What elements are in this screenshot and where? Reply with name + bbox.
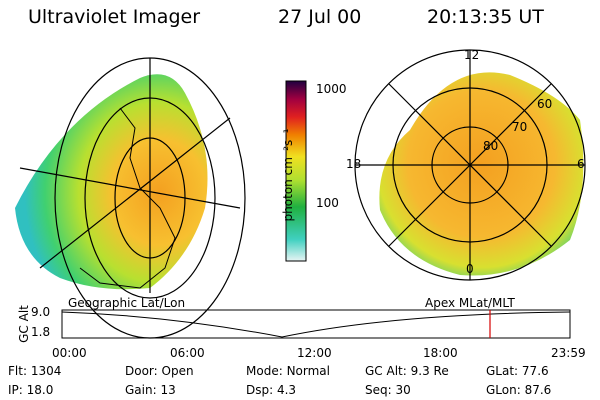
instrument-title: Ultraviolet Imager [28,6,201,28]
colorbar-tick-1000: 1000 [316,82,347,96]
observation-date: 27 Jul 00 [278,6,362,28]
mlat-label-80: 80 [483,139,499,153]
altitude-track-plot [61,309,571,339]
colorbar-tick-100: 100 [316,196,339,210]
geographic-title: Geographic Lat/Lon [68,296,186,310]
colorbar-unit-label: photon cm⁻²s⁻¹ [281,128,295,222]
mlat-label-60: 60 [537,97,553,111]
dsp-info: Dsp: 4.3 [246,383,297,397]
door-info: Door: Open [125,364,194,378]
x-tick-2359: 23:59 [551,346,586,360]
gc-alt-axis-label: GC Alt [17,305,31,343]
polar-mlt-plot [354,49,586,281]
observation-time: 20:13:35 UT [427,6,544,28]
x-tick-1800: 18:00 [423,346,458,360]
mode-info: Mode: Normal [246,364,330,378]
geographic-globe-image [15,57,246,339]
seq-info: Seq: 30 [365,383,411,397]
mlt-label-18: 18 [346,157,362,171]
gain-info: Gain: 13 [125,383,176,397]
x-tick-0600: 06:00 [170,346,205,360]
mlat-label-70: 70 [512,120,528,134]
x-tick-1200: 12:00 [297,346,332,360]
x-tick-0000: 00:00 [52,346,87,360]
glon-info: GLon: 87.6 [486,383,552,397]
mlt-label-0: 0 [466,262,474,276]
ip-info: IP: 18.0 [8,383,54,397]
gc-alt-info: GC Alt: 9.3 Re [365,364,449,378]
glat-info: GLat: 77.6 [486,364,549,378]
mlt-label-6: 6 [577,157,585,171]
flt-info: Flt: 1304 [8,364,62,378]
mlt-label-12: 12 [464,48,480,62]
y-tick-9: 9.0 [31,305,51,319]
y-tick-1-8: 1.8 [31,325,51,339]
apex-title: Apex MLat/MLT [425,296,515,310]
colorbar [285,80,307,262]
